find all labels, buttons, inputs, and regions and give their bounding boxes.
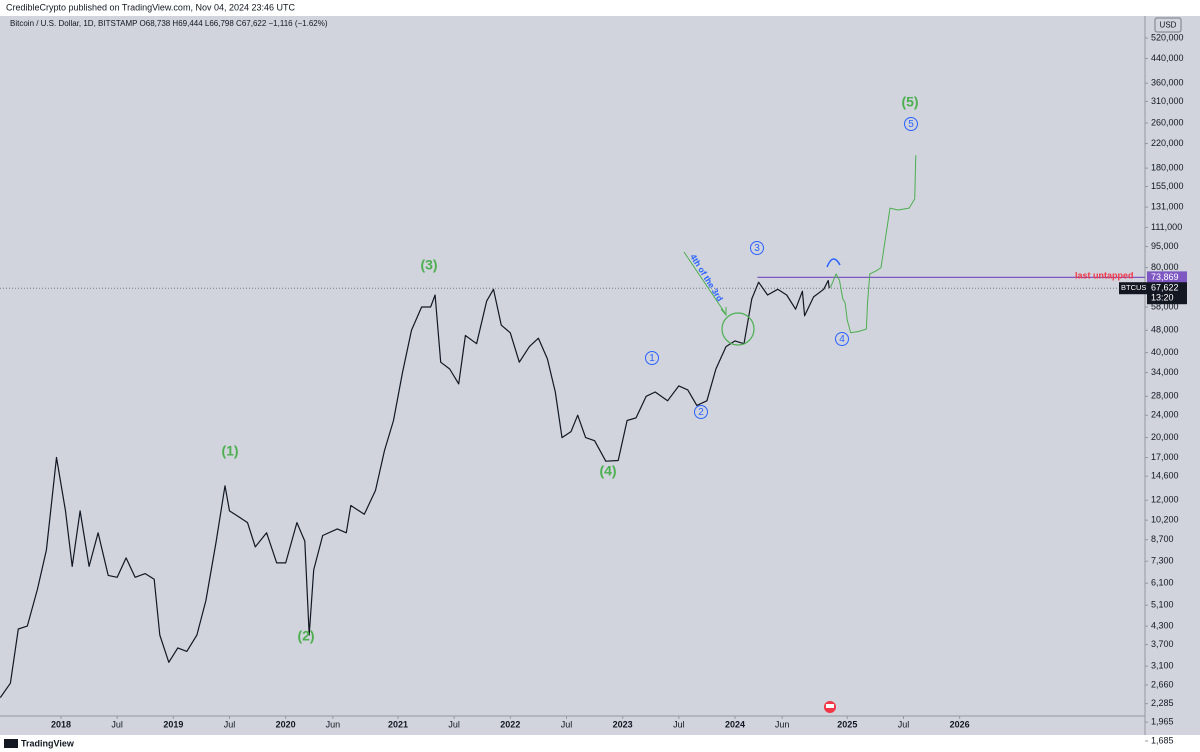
subwave-ring: [904, 117, 918, 131]
symbol-line: Bitcoin / U.S. Dollar, 1D, BITSTAMP O68,…: [10, 19, 328, 28]
x-tick-label: Jul: [673, 719, 685, 729]
y-tick-label: 10,200: [1151, 515, 1179, 525]
y-tick-label: 7,300: [1151, 556, 1174, 566]
y-tick-label: 220,000: [1151, 138, 1184, 148]
footer: TradingView: [21, 738, 75, 748]
y-tick-label: 180,000: [1151, 163, 1184, 173]
y-tick-label: 80,000: [1151, 262, 1179, 272]
y-tick-label: 520,000: [1151, 32, 1184, 42]
wave-label: (3): [420, 257, 437, 273]
event-flag-detail: [826, 704, 834, 708]
countdown: 13:20: [1151, 293, 1174, 303]
subwave-ring: [694, 405, 708, 419]
plot-bg: [0, 16, 1145, 716]
x-tick-label: 2018: [51, 719, 71, 729]
y-tick-label: 17,000: [1151, 452, 1179, 462]
highlight-circle: [721, 312, 755, 346]
x-tick-label: 2020: [276, 719, 296, 729]
wave-label: (4): [599, 463, 616, 479]
arrow-head: [720, 307, 727, 317]
x-tick-label: Jul: [448, 719, 460, 729]
wave-label: (5): [901, 94, 918, 110]
y-tick-label: 24,000: [1151, 410, 1179, 420]
y-tick-label: 40,000: [1151, 347, 1179, 357]
x-tick-label: 2023: [613, 719, 633, 729]
note: last untapped: [1075, 270, 1134, 280]
x-tick-label: 2024: [725, 719, 745, 729]
currency: USD: [1160, 21, 1177, 30]
subwave-label: 5: [908, 119, 914, 130]
last-price-label: 67,622: [1151, 283, 1179, 293]
y-tick-label: 155,000: [1151, 181, 1184, 191]
price-line: [830, 155, 917, 334]
y-tick-label: 6,100: [1151, 578, 1174, 588]
header: CredibleCrypto published on TradingView.…: [6, 2, 295, 12]
y-tick-label: 4,300: [1151, 620, 1174, 630]
last-price-label-bg: [1147, 282, 1187, 305]
x-tick-label: 2026: [950, 719, 970, 729]
y-tick-label: 12,000: [1151, 495, 1179, 505]
y-tick-label: 8,700: [1151, 534, 1174, 544]
y-tick-label: 48,000: [1151, 325, 1179, 335]
y-tick-label: 3,100: [1151, 661, 1174, 671]
y-tick-label: 2,660: [1151, 679, 1174, 689]
x-tick-label: Jul: [224, 719, 236, 729]
subwave-label: 1: [649, 353, 655, 364]
y-tick-label: 360,000: [1151, 78, 1184, 88]
y-tick-label: 1,965: [1151, 717, 1174, 727]
arc: [826, 258, 841, 268]
y-tick-label: 20,000: [1151, 432, 1179, 442]
y-tick-label: 2,285: [1151, 698, 1174, 708]
y-tick-label: 310,000: [1151, 96, 1184, 106]
x-tick-label: Jun: [326, 719, 341, 729]
subwave-ring: [645, 351, 659, 365]
level-label: 73,869: [1151, 272, 1179, 282]
x-tick-label: Jun: [775, 719, 790, 729]
subwave-ring: [750, 241, 764, 255]
subwave-label: 3: [754, 243, 760, 254]
price-axis-bg: [1145, 16, 1200, 735]
y-tick-label: 34,000: [1151, 367, 1179, 377]
y-tick-label: 131,000: [1151, 201, 1184, 211]
logo: [4, 739, 18, 748]
y-tick-label: 111,000: [1151, 222, 1182, 232]
x-tick-label: Jul: [561, 719, 573, 729]
x-tick-label: 2025: [837, 719, 857, 729]
x-tick-label: 2021: [388, 719, 408, 729]
y-tick-label: 14,600: [1151, 471, 1179, 481]
currency-box: [1154, 17, 1182, 33]
y-tick-label: 95,000: [1151, 241, 1179, 251]
y-tick-label: 1,685: [1151, 735, 1174, 745]
symbol-label-bg: [1119, 282, 1147, 295]
wave-label: (2): [297, 628, 314, 644]
x-tick-label: 2019: [163, 719, 183, 729]
y-tick-label: 3,700: [1151, 639, 1174, 649]
y-tick-label: 440,000: [1151, 53, 1184, 63]
x-tick-label: Jul: [111, 719, 123, 729]
subwave-label: 4: [839, 334, 845, 345]
subwave-label: 2: [698, 407, 704, 418]
time-axis-bg: [0, 716, 1145, 735]
level-label-bg: [1147, 271, 1187, 284]
wave-label: (1): [221, 443, 238, 459]
x-tick-label: 2022: [500, 719, 520, 729]
y-tick-label: 5,100: [1151, 600, 1174, 610]
subwave-ring: [835, 332, 849, 346]
y-tick-label: 260,000: [1151, 117, 1184, 127]
arrow: [683, 251, 726, 314]
y-tick-label: 58,000: [1151, 301, 1179, 311]
symbol-label: BTCUSD: [1121, 283, 1152, 292]
price-line: [0, 279, 830, 698]
x-tick-label: Jul: [898, 719, 910, 729]
y-tick-label: 28,000: [1151, 391, 1179, 401]
